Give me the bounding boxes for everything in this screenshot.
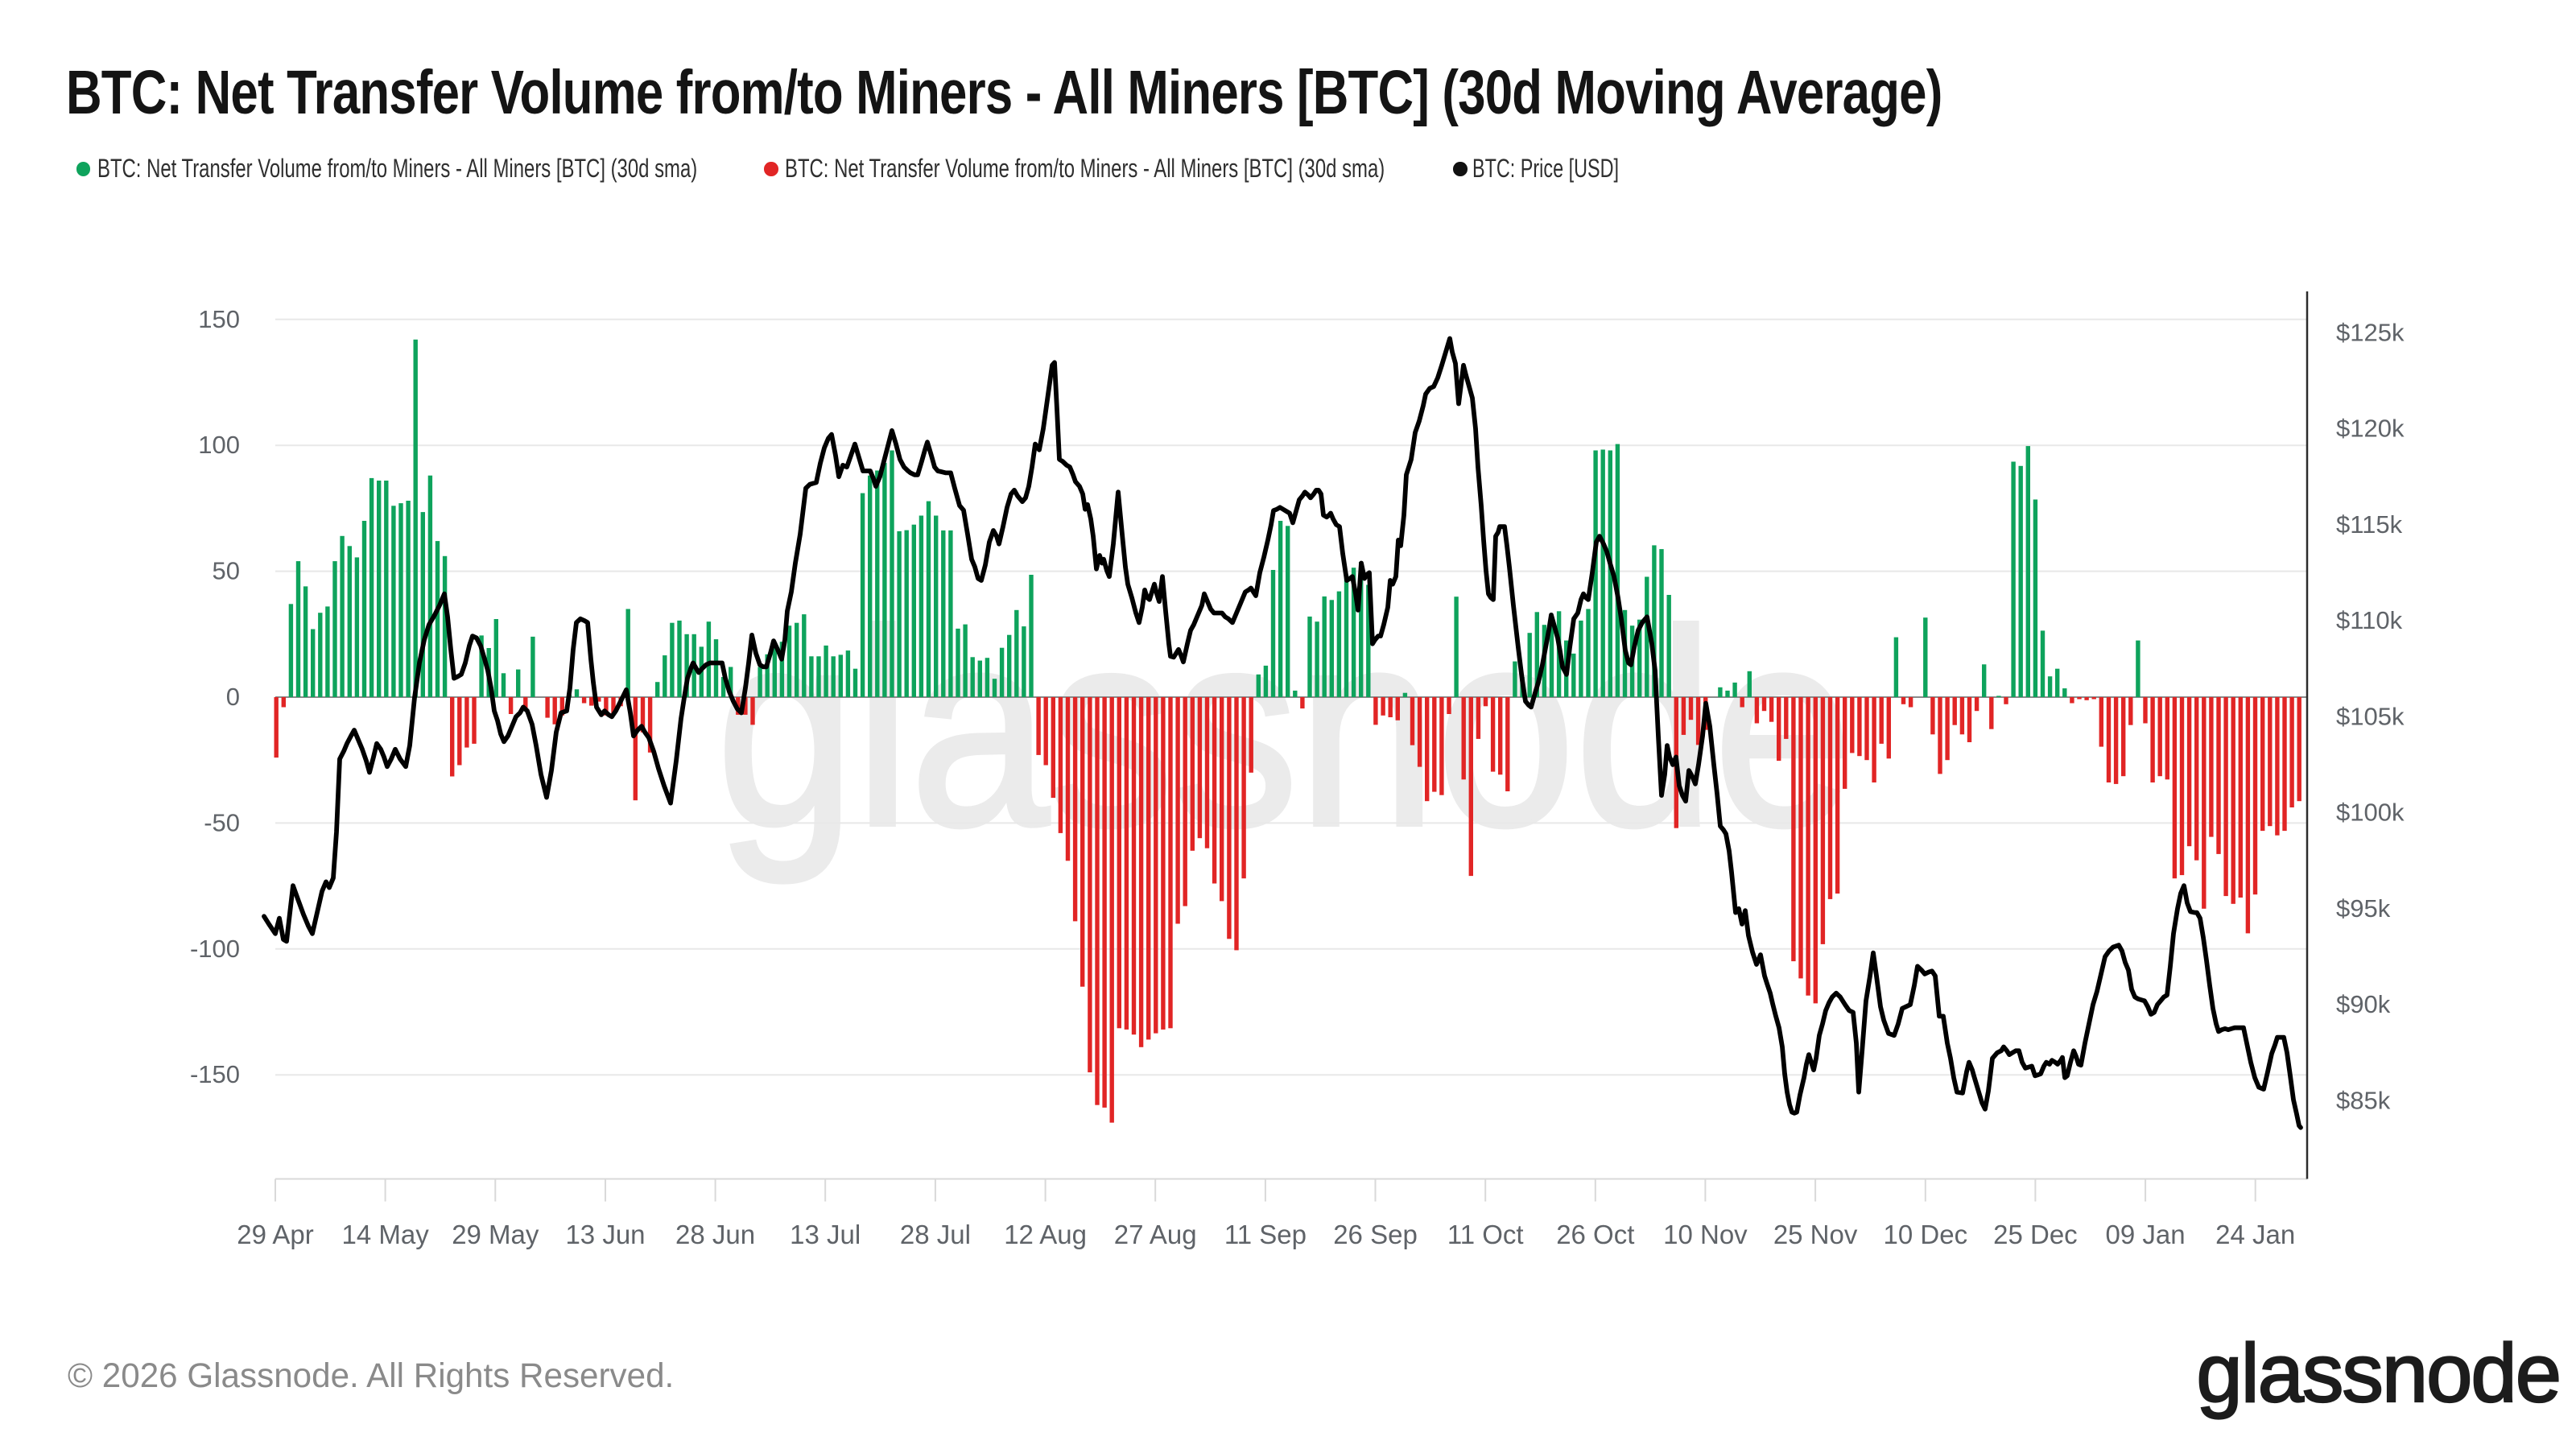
svg-text:11 Oct: 11 Oct <box>1447 1220 1524 1249</box>
svg-text:09 Jan: 09 Jan <box>2106 1220 2186 1249</box>
svg-text:$115k: $115k <box>2336 510 2403 539</box>
svg-text:11 Sep: 11 Sep <box>1224 1220 1307 1249</box>
svg-text:50: 50 <box>213 557 240 585</box>
svg-text:28 Jun: 28 Jun <box>675 1220 755 1249</box>
svg-text:0: 0 <box>226 683 240 711</box>
svg-text:12 Aug: 12 Aug <box>1004 1220 1087 1249</box>
svg-text:$95k: $95k <box>2336 894 2391 923</box>
svg-text:24 Jan: 24 Jan <box>2215 1220 2295 1249</box>
svg-text:-50: -50 <box>204 808 240 836</box>
svg-text:26 Sep: 26 Sep <box>1333 1220 1418 1249</box>
svg-text:$90k: $90k <box>2336 990 2391 1018</box>
svg-text:10 Dec: 10 Dec <box>1884 1220 1968 1249</box>
svg-text:25 Nov: 25 Nov <box>1773 1220 1858 1249</box>
svg-text:10 Nov: 10 Nov <box>1663 1220 1748 1249</box>
svg-text:100: 100 <box>198 431 240 459</box>
svg-text:13 Jun: 13 Jun <box>565 1220 645 1249</box>
svg-text:$120k: $120k <box>2336 415 2405 443</box>
svg-text:$100k: $100k <box>2336 799 2405 827</box>
svg-text:$110k: $110k <box>2336 606 2403 634</box>
svg-text:28 Jul: 28 Jul <box>900 1220 971 1249</box>
svg-text:29 Apr: 29 Apr <box>237 1220 313 1249</box>
svg-text:14 May: 14 May <box>341 1220 429 1249</box>
svg-text:$125k: $125k <box>2336 318 2405 346</box>
svg-text:-100: -100 <box>190 935 240 963</box>
svg-text:29 May: 29 May <box>452 1220 539 1249</box>
svg-text:$105k: $105k <box>2336 702 2405 730</box>
svg-text:150: 150 <box>198 305 240 333</box>
svg-text:27 Aug: 27 Aug <box>1114 1220 1197 1249</box>
svg-text:13 Jul: 13 Jul <box>790 1220 861 1249</box>
svg-text:25 Dec: 25 Dec <box>1993 1220 2078 1249</box>
svg-text:$85k: $85k <box>2336 1086 2391 1114</box>
svg-text:26 Oct: 26 Oct <box>1556 1220 1634 1249</box>
svg-text:-150: -150 <box>190 1060 240 1088</box>
